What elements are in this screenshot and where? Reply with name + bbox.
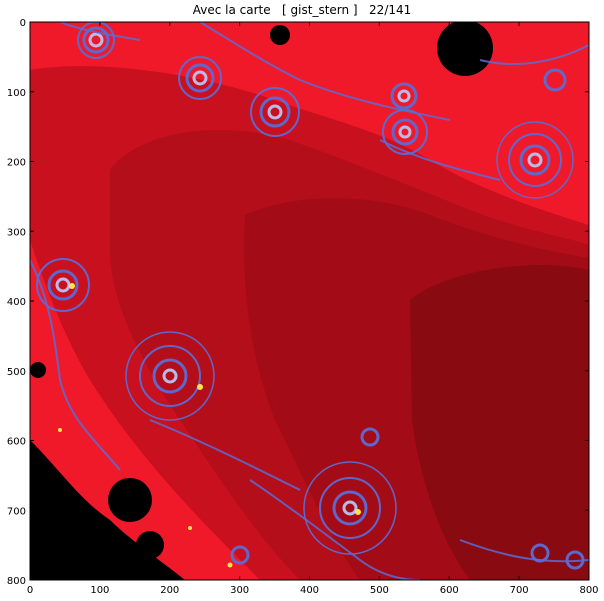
fractal-image — [30, 22, 589, 580]
y-axis-ticks: 0 100 200 300 400 500 600 700 800 — [7, 18, 589, 587]
y-tick-label: 200 — [7, 158, 26, 169]
x-tick-label: 600 — [440, 585, 459, 596]
x-tick-label: 300 — [230, 585, 249, 596]
x-tick-label: 0 — [27, 585, 33, 596]
y-tick-label: 300 — [7, 227, 26, 238]
x-tick-label: 100 — [90, 585, 109, 596]
y-tick-label: 0 — [20, 18, 26, 29]
y-tick-label: 600 — [7, 437, 26, 448]
y-tick-label: 500 — [7, 367, 26, 378]
x-axis-ticks: 0 100 200 300 400 500 600 700 800 — [27, 22, 599, 596]
y-tick-label: 800 — [7, 576, 26, 587]
y-tick-label: 700 — [7, 506, 26, 517]
y-tick-label: 100 — [7, 88, 26, 99]
x-tick-label: 200 — [160, 585, 179, 596]
x-tick-label: 400 — [300, 585, 319, 596]
x-tick-label: 500 — [370, 585, 389, 596]
y-tick-label: 400 — [7, 297, 26, 308]
x-tick-label: 800 — [579, 585, 598, 596]
x-tick-label: 700 — [510, 585, 529, 596]
chart-title: Avec la carte [ gist_stern ] 22/141 — [192, 3, 412, 17]
